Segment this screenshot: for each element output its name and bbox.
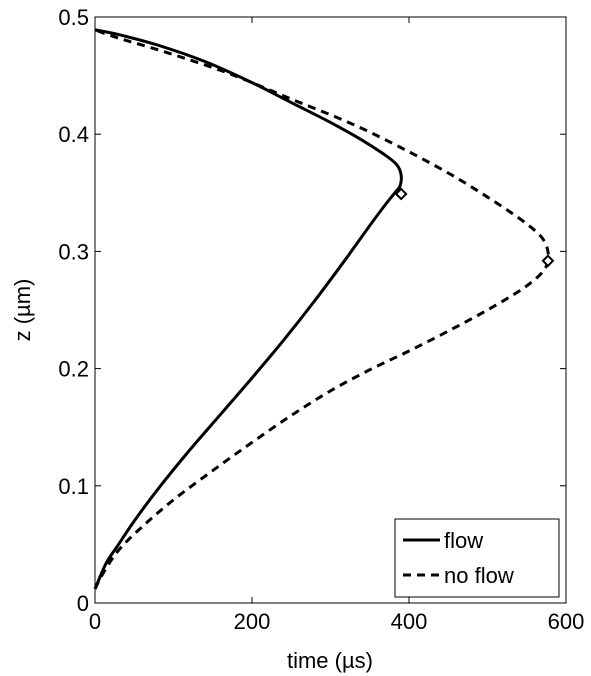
series-layer [93,28,555,590]
y-axis-title: z (µm) [10,279,35,342]
x-tick-label: 0 [89,609,101,634]
y-tick-label: 0.4 [58,122,89,147]
legend-label-flow: flow [444,528,483,553]
y-tick-label: 0.2 [58,357,89,382]
x-tick-label: 600 [548,609,585,634]
y-tick-label: 0.3 [58,239,89,264]
legend-label-no-flow: no flow [444,563,514,588]
legend: flow no flow [394,518,560,598]
plot-area [94,16,567,604]
x-tick-label: 400 [391,609,428,634]
x-axis-title: time (µs) [287,648,373,673]
y-tick-label: 0.5 [58,5,89,30]
x-tick-label: 200 [234,609,271,634]
axis-ticks: 0 200 400 600 0 0.1 0.2 0.3 0.4 0.5 [58,5,584,634]
series-marker-flow [394,187,408,201]
y-tick-label: 0 [77,591,89,616]
series-line-flow [93,28,403,590]
y-tick-label: 0.1 [58,474,89,499]
legend-box [394,518,560,598]
series-marker-no-flow [541,254,555,268]
